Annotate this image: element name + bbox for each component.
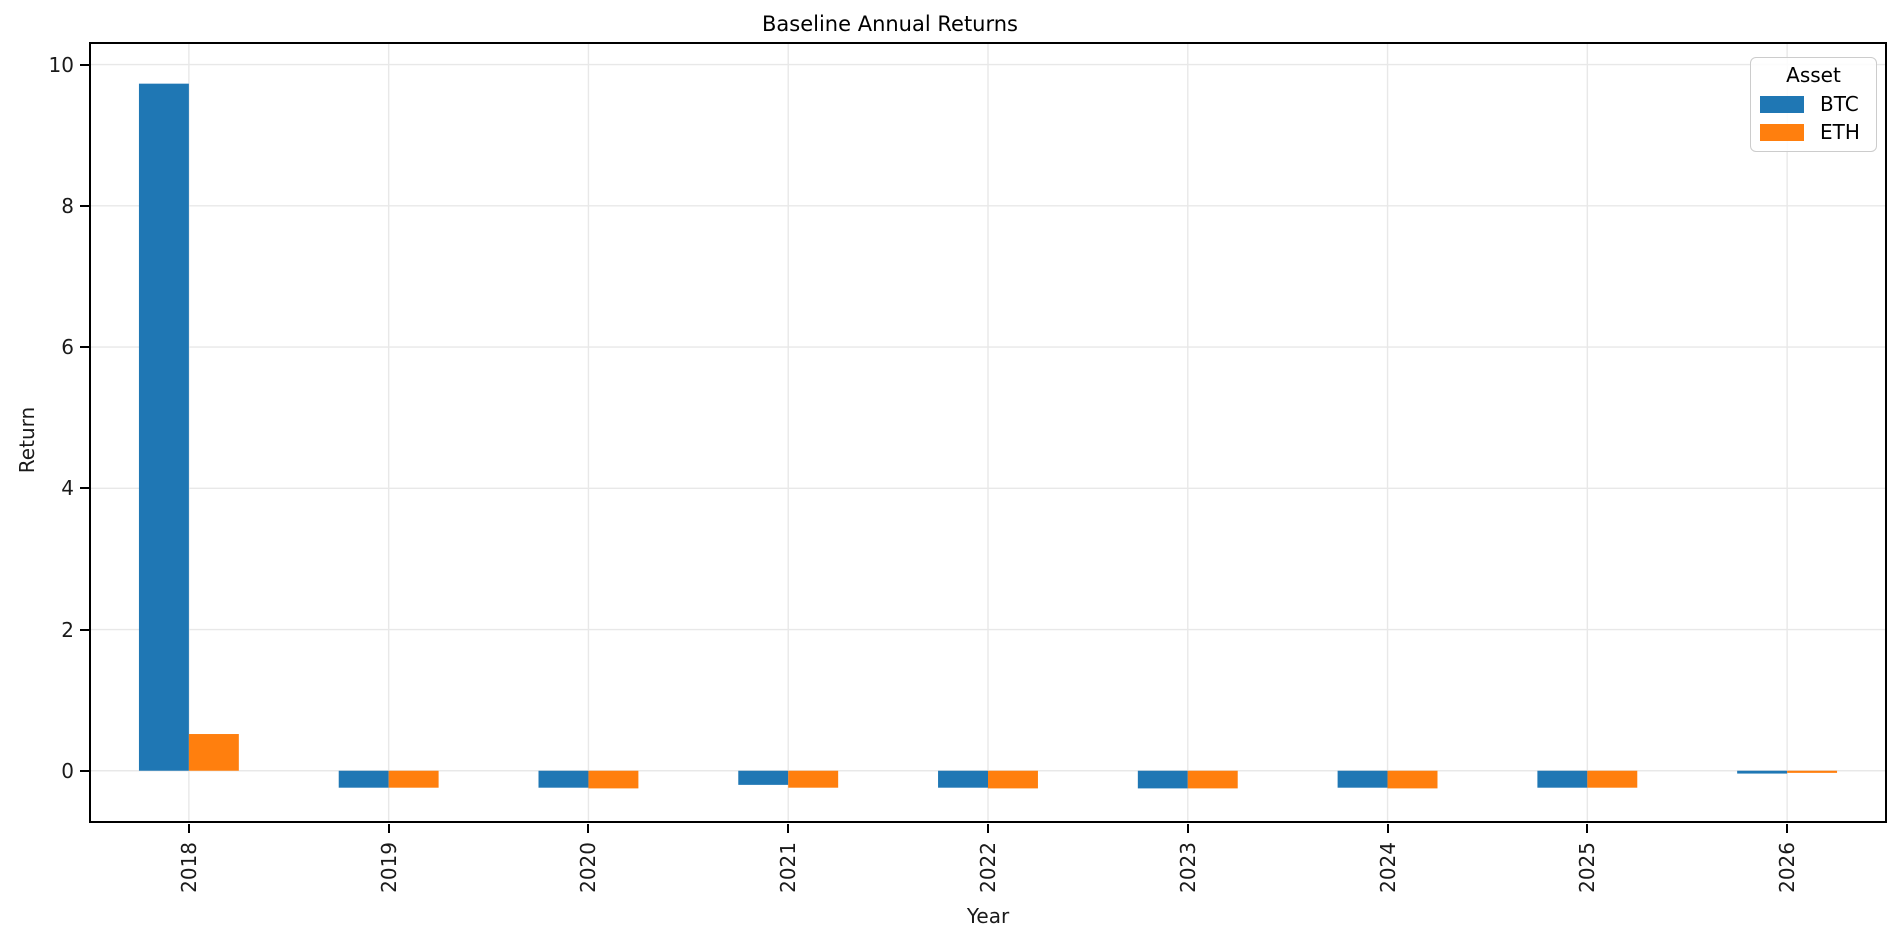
y-tick-label-0: 0 — [61, 758, 74, 783]
axes-frame — [89, 42, 1887, 823]
x-axis-label: Year — [966, 904, 1010, 928]
x-tick-label-2024: 2024 — [1375, 842, 1400, 893]
y-axis-label: Return — [15, 406, 39, 474]
bar-BTC-2019 — [338, 770, 389, 788]
x-tick-mark-2021 — [787, 824, 790, 833]
bar-ETH-2024 — [1387, 770, 1438, 789]
y-tick-label-10: 10 — [48, 52, 74, 77]
y-tick-label-2: 2 — [61, 617, 74, 642]
x-tick-mark-2023 — [1186, 824, 1189, 833]
x-tick-mark-2025 — [1586, 824, 1589, 833]
x-tick-label-2020: 2020 — [576, 842, 601, 893]
y-tick-mark-0 — [80, 769, 89, 772]
bar-ETH-2020 — [588, 770, 639, 789]
y-tick-mark-6 — [80, 346, 89, 349]
bar-ETH-2019 — [388, 770, 439, 788]
legend-title: Asset — [1786, 63, 1841, 87]
x-tick-label-2023: 2023 — [1175, 842, 1200, 893]
x-tick-mark-2022 — [987, 824, 989, 833]
x-tick-label-2025: 2025 — [1575, 842, 1600, 893]
y-tick-mark-2 — [80, 628, 89, 631]
bar-ETH-2022 — [988, 770, 1038, 789]
chart-title: Baseline Annual Returns — [761, 12, 1019, 36]
bar-BTC-2021 — [738, 770, 789, 785]
x-tick-mark-2024 — [1386, 824, 1389, 833]
y-tick-mark-10 — [80, 63, 89, 66]
x-tick-mark-2019 — [387, 824, 390, 833]
y-tick-label-4: 4 — [61, 476, 74, 501]
y-tick-label-8: 8 — [61, 193, 74, 218]
x-tick-mark-2026 — [1786, 824, 1789, 833]
plot-canvas — [89, 42, 1887, 823]
x-tick-label-2018: 2018 — [176, 842, 201, 893]
bar-BTC-2025 — [1537, 770, 1588, 788]
bar-BTC-2023 — [1137, 770, 1188, 789]
plot-area — [89, 42, 1887, 823]
bar-ETH-2021 — [788, 770, 839, 788]
x-tick-label-2022: 2022 — [976, 842, 1000, 893]
legend-items: BTC ETH — [1760, 93, 1867, 143]
y-tick-label-6: 6 — [61, 335, 74, 360]
bar-BTC-2022 — [938, 770, 988, 788]
legend-swatch-ETH — [1760, 123, 1804, 141]
legend-item-BTC: BTC — [1760, 93, 1867, 115]
legend-label-ETH: ETH — [1820, 120, 1860, 144]
bar-BTC-2024 — [1337, 770, 1388, 788]
legend-label-BTC: BTC — [1820, 92, 1859, 116]
x-tick-label-2026: 2026 — [1775, 842, 1800, 893]
y-tick-mark-8 — [80, 204, 89, 207]
x-tick-mark-2018 — [187, 824, 190, 833]
bar-ETH-2023 — [1187, 770, 1238, 789]
bar-ETH-2026 — [1787, 770, 1838, 773]
bar-BTC-2026 — [1737, 770, 1788, 774]
y-tick-mark-4 — [80, 487, 89, 490]
bar-BTC-2020 — [538, 770, 589, 788]
bar-BTC-2018 — [138, 83, 189, 771]
x-tick-label-2021: 2021 — [776, 842, 801, 893]
x-tick-label-2019: 2019 — [376, 842, 401, 893]
legend-swatch-BTC — [1760, 95, 1804, 113]
bar-ETH-2018 — [188, 734, 239, 771]
legend: Asset BTC ETH — [1750, 57, 1877, 152]
x-tick-mark-2020 — [587, 824, 590, 833]
bar-ETH-2025 — [1587, 770, 1638, 788]
legend-item-ETH: ETH — [1760, 121, 1867, 143]
